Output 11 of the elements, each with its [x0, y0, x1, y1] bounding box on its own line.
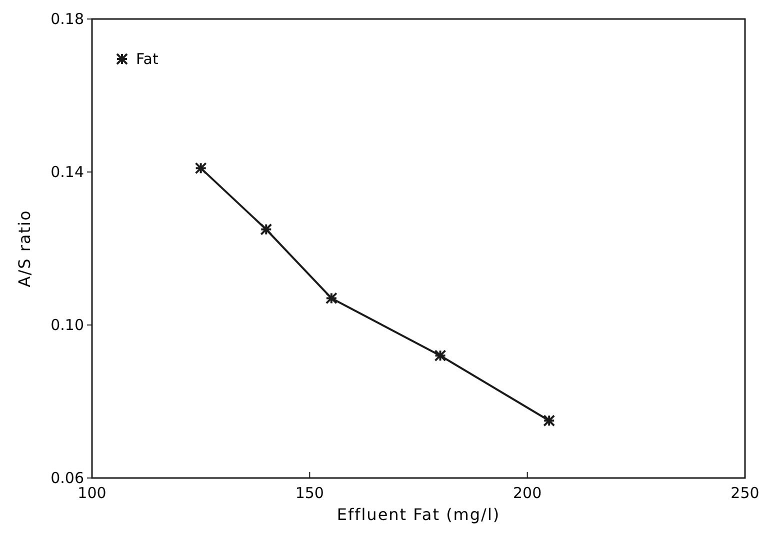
y-axis-title: A/S ratio — [15, 210, 34, 288]
x-axis-title: Effluent Fat (mg/l) — [336, 505, 500, 524]
y-tick-label: 0.06 — [50, 469, 84, 487]
x-tick-label: 200 — [513, 484, 542, 502]
x-tick-label: 250 — [730, 484, 759, 502]
y-tick-label: 0.18 — [50, 10, 84, 28]
y-tick-label: 0.14 — [50, 163, 84, 181]
x-tick-label: 150 — [295, 484, 324, 502]
y-tick-label: 0.10 — [50, 316, 84, 334]
legend-label: Fat — [136, 50, 158, 68]
x-tick-label: 100 — [78, 484, 106, 502]
